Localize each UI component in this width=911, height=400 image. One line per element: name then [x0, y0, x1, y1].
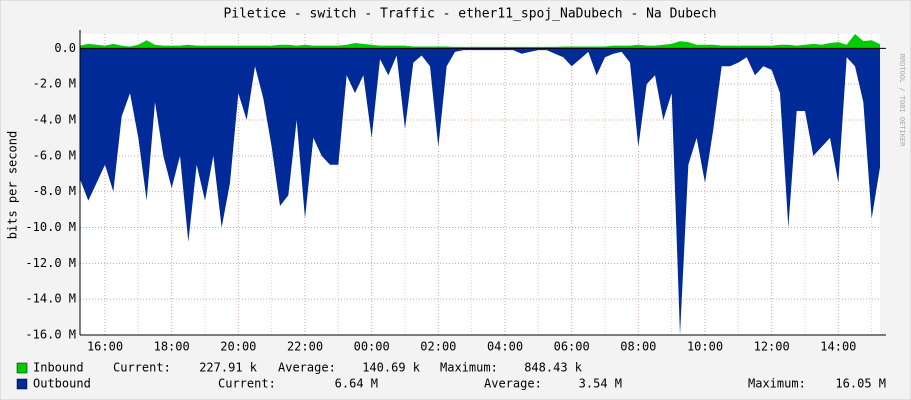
- legend-stat-label: Maximum:: [748, 377, 806, 391]
- y-tick-label: -16.0 M: [25, 328, 76, 342]
- legend-stat-label: Current:: [113, 361, 171, 375]
- legend-label: Inbound: [33, 361, 84, 375]
- legend-stat-label: Maximum:: [440, 361, 498, 375]
- y-tick-label: -8.0 M: [33, 184, 76, 198]
- y-tick-label: -2.0 M: [33, 77, 76, 91]
- x-tick-label: 22:00: [287, 340, 323, 354]
- x-tick-label: 00:00: [354, 340, 390, 354]
- x-tick-label: 12:00: [754, 340, 790, 354]
- x-tick-label: 02:00: [420, 340, 456, 354]
- legend-stat-label: Average:: [484, 377, 542, 391]
- legend-swatch: [16, 362, 28, 374]
- legend-stat-value: 6.64 M: [335, 377, 378, 391]
- y-tick-label: -14.0 M: [25, 292, 76, 306]
- y-tick-label: -10.0 M: [25, 220, 76, 234]
- legend-stat-value: 848.43 k: [524, 361, 583, 375]
- legend-stat-label: Average:: [278, 361, 336, 375]
- x-tick-label: 20:00: [220, 340, 256, 354]
- legend-stat-value: 140.69 k: [362, 361, 421, 375]
- legend-stat-value: 16.05 M: [835, 377, 886, 391]
- x-tick-label: 10:00: [687, 340, 723, 354]
- x-tick-label: 14:00: [820, 340, 856, 354]
- y-tick-label: -4.0 M: [33, 113, 76, 127]
- legend-stat-value: 3.54 M: [579, 377, 622, 391]
- y-axis-label: bits per second: [6, 131, 20, 239]
- area: [80, 34, 880, 49]
- x-tick-label: 18:00: [154, 340, 190, 354]
- area: [80, 48, 880, 335]
- chart-title: Piletice - switch - Traffic - ether11_sp…: [223, 7, 716, 22]
- y-tick-label: -6.0 M: [33, 148, 76, 162]
- legend-stat-label: Current:: [218, 377, 276, 391]
- legend-swatch: [16, 378, 28, 390]
- x-tick-label: 04:00: [487, 340, 523, 354]
- watermark: RRDTOOL / TOBI OETIKER: [898, 54, 906, 148]
- legend-stat-value: 227.91 k: [199, 361, 258, 375]
- x-tick-label: 08:00: [620, 340, 656, 354]
- x-tick-label: 16:00: [87, 340, 123, 354]
- y-tick-label: 0.0: [54, 41, 76, 55]
- y-tick-label: -12.0 M: [25, 256, 76, 270]
- legend-label: Outbound: [33, 377, 91, 391]
- x-tick-label: 06:00: [554, 340, 590, 354]
